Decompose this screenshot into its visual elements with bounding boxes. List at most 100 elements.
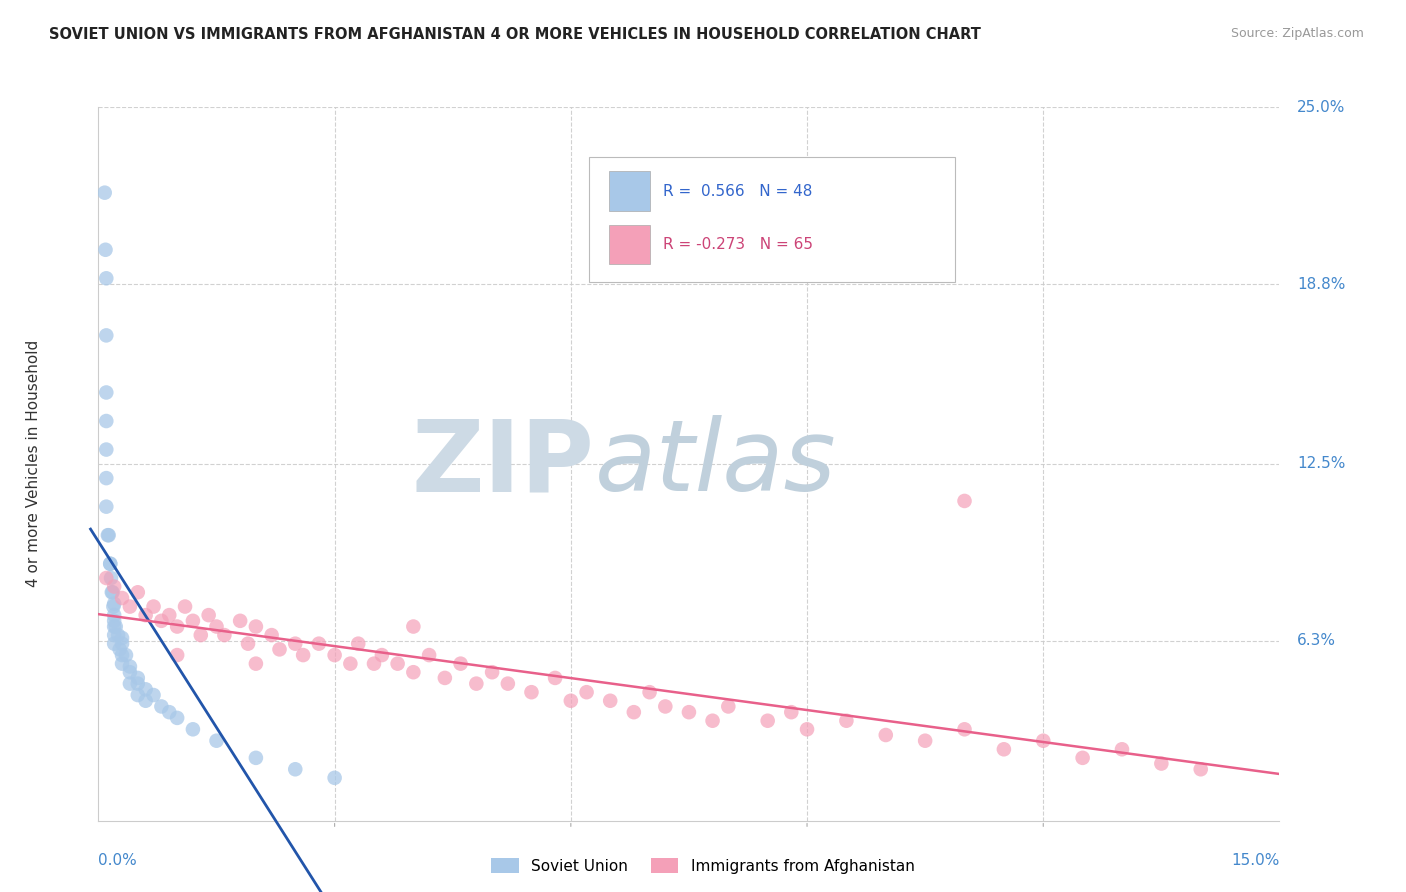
Point bbox=[150, 614, 173, 628]
Point bbox=[135, 608, 157, 623]
Point bbox=[103, 580, 125, 594]
Point bbox=[1032, 733, 1054, 747]
Point bbox=[127, 585, 149, 599]
Point bbox=[127, 688, 149, 702]
Point bbox=[111, 637, 134, 651]
Point bbox=[101, 585, 124, 599]
Bar bbox=[609, 171, 650, 211]
Point bbox=[575, 685, 598, 699]
Point bbox=[97, 528, 120, 542]
Point bbox=[638, 685, 661, 699]
Point bbox=[520, 685, 543, 699]
Point bbox=[339, 657, 361, 671]
Point bbox=[103, 597, 125, 611]
Point bbox=[98, 557, 121, 571]
Point bbox=[157, 705, 180, 719]
Point bbox=[308, 637, 330, 651]
Point bbox=[1189, 762, 1212, 776]
Point bbox=[953, 723, 976, 737]
Point bbox=[284, 762, 307, 776]
Point bbox=[387, 657, 409, 671]
Text: 6.3%: 6.3% bbox=[1298, 633, 1336, 648]
Point bbox=[197, 608, 219, 623]
FancyBboxPatch shape bbox=[589, 157, 955, 282]
Point bbox=[205, 619, 228, 633]
Bar bbox=[609, 225, 650, 264]
Point bbox=[96, 271, 118, 285]
Point bbox=[702, 714, 724, 728]
Point bbox=[481, 665, 503, 680]
Point bbox=[174, 599, 197, 614]
Point bbox=[96, 471, 118, 485]
Legend: Soviet Union, Immigrants from Afghanistan: Soviet Union, Immigrants from Afghanista… bbox=[485, 852, 921, 880]
Point bbox=[127, 676, 149, 690]
Text: SOVIET UNION VS IMMIGRANTS FROM AFGHANISTAN 4 OR MORE VEHICLES IN HOUSEHOLD CORR: SOVIET UNION VS IMMIGRANTS FROM AFGHANIS… bbox=[49, 27, 981, 42]
Point bbox=[118, 665, 141, 680]
Text: 25.0%: 25.0% bbox=[1298, 100, 1346, 114]
Point bbox=[914, 733, 936, 747]
Text: 12.5%: 12.5% bbox=[1298, 457, 1346, 471]
Point bbox=[260, 628, 283, 642]
Point bbox=[111, 657, 134, 671]
Point bbox=[599, 694, 621, 708]
Point bbox=[96, 571, 118, 585]
Point bbox=[166, 648, 188, 662]
Point bbox=[269, 642, 291, 657]
Point bbox=[292, 648, 315, 662]
Point bbox=[111, 648, 134, 662]
Point bbox=[993, 742, 1015, 756]
Point bbox=[142, 599, 165, 614]
Text: 18.8%: 18.8% bbox=[1298, 277, 1346, 292]
Point bbox=[103, 628, 125, 642]
Point bbox=[108, 642, 131, 657]
Point bbox=[205, 733, 228, 747]
Point bbox=[1111, 742, 1133, 756]
Point bbox=[323, 648, 346, 662]
Point bbox=[796, 723, 818, 737]
Point bbox=[323, 771, 346, 785]
Point bbox=[96, 414, 118, 428]
Point bbox=[363, 657, 385, 671]
Point bbox=[96, 442, 118, 457]
Point bbox=[780, 705, 803, 719]
Text: 15.0%: 15.0% bbox=[1232, 853, 1279, 868]
Point bbox=[157, 608, 180, 623]
Point bbox=[118, 659, 141, 673]
Point bbox=[229, 614, 252, 628]
Point bbox=[94, 243, 117, 257]
Point bbox=[181, 614, 204, 628]
Point bbox=[496, 676, 519, 690]
Point bbox=[402, 619, 425, 633]
Point bbox=[371, 648, 394, 662]
Text: 0.0%: 0.0% bbox=[98, 853, 138, 868]
Point bbox=[402, 665, 425, 680]
Point bbox=[96, 500, 118, 514]
Point bbox=[214, 628, 236, 642]
Point bbox=[118, 676, 141, 690]
Point bbox=[450, 657, 472, 671]
Point bbox=[236, 637, 259, 651]
Point bbox=[107, 628, 129, 642]
Point bbox=[1071, 751, 1094, 765]
Point bbox=[717, 699, 740, 714]
Point bbox=[418, 648, 440, 662]
Point bbox=[101, 585, 124, 599]
Point bbox=[678, 705, 700, 719]
Point bbox=[166, 711, 188, 725]
Point bbox=[560, 694, 582, 708]
Point bbox=[465, 676, 488, 690]
Point bbox=[100, 571, 122, 585]
Text: R = -0.273   N = 65: R = -0.273 N = 65 bbox=[664, 237, 813, 252]
Text: Source: ZipAtlas.com: Source: ZipAtlas.com bbox=[1230, 27, 1364, 40]
Point bbox=[245, 619, 267, 633]
Point bbox=[103, 614, 125, 628]
Text: ZIP: ZIP bbox=[412, 416, 595, 512]
Point bbox=[103, 599, 125, 614]
Point bbox=[433, 671, 456, 685]
Point bbox=[347, 637, 370, 651]
Point bbox=[96, 385, 118, 400]
Point bbox=[97, 528, 120, 542]
Point bbox=[190, 628, 212, 642]
Point bbox=[1150, 756, 1173, 771]
Point bbox=[142, 688, 165, 702]
